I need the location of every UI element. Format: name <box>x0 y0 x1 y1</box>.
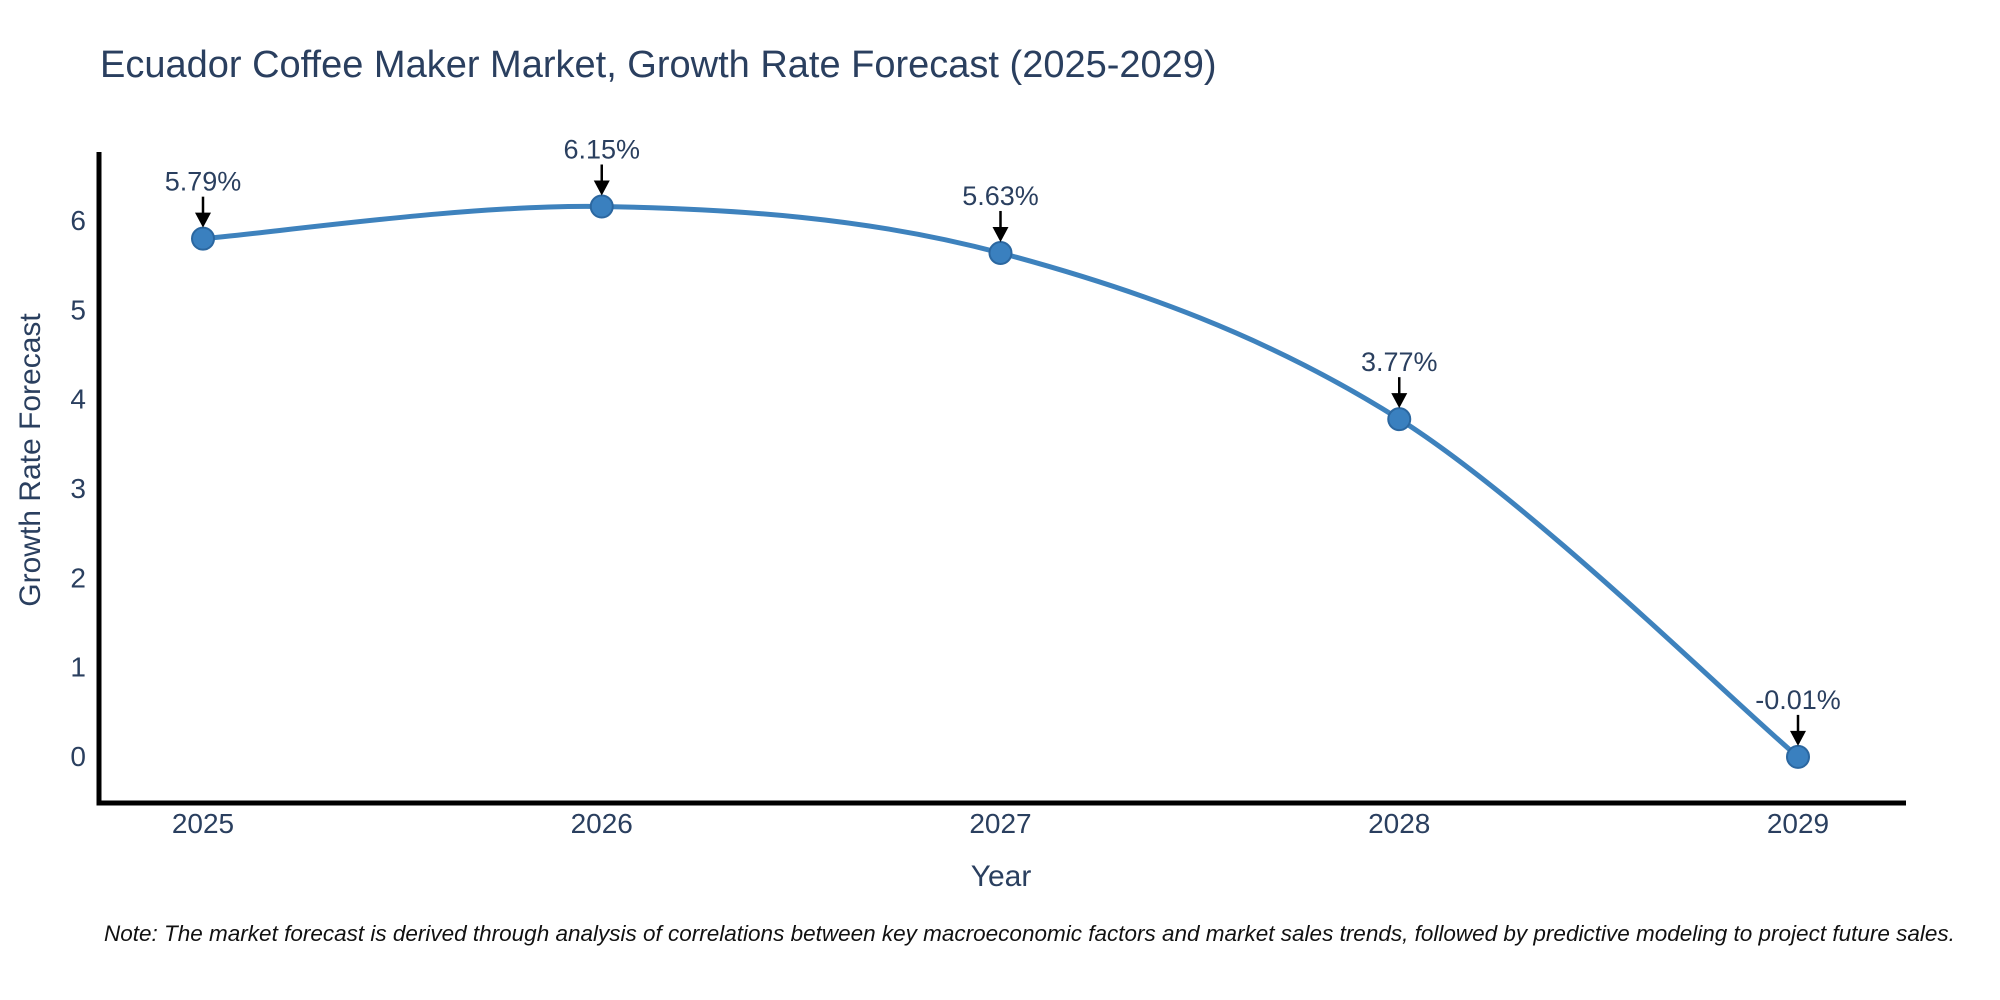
annotation-arrowhead <box>1790 730 1806 746</box>
y-tick-label: 5 <box>70 294 86 325</box>
annotation-arrowhead <box>195 212 211 228</box>
y-tick-label: 0 <box>70 741 86 772</box>
x-tick-label: 2029 <box>1767 808 1829 839</box>
annotation-arrowhead <box>593 180 610 196</box>
annotation-label: -0.01% <box>1755 685 1841 715</box>
x-tick-label: 2026 <box>571 808 633 839</box>
x-tick-label: 2025 <box>172 808 234 839</box>
chart-title: Ecuador Coffee Maker Market, Growth Rate… <box>100 44 1217 86</box>
annotation-label: 6.15% <box>563 134 640 164</box>
y-tick-label: 6 <box>70 205 86 236</box>
y-tick-label: 3 <box>70 473 86 504</box>
y-tick-label: 1 <box>70 652 86 683</box>
data-line <box>202 203 1800 759</box>
annotation-label: 3.77% <box>1361 347 1438 377</box>
data-point-2028[interactable] <box>1387 407 1412 432</box>
annotation-arrowhead <box>992 226 1009 242</box>
y-axis-title: Growth Rate Forecast <box>14 313 47 607</box>
data-point-2027[interactable] <box>988 240 1013 265</box>
data-point-2026[interactable] <box>589 194 614 219</box>
footnote: Note: The market forecast is derived thr… <box>104 921 1955 946</box>
annotation-label: 5.79% <box>165 167 242 197</box>
x-tick-label: 2028 <box>1368 808 1430 839</box>
y-tick-label: 4 <box>70 384 86 415</box>
y-tick-label: 2 <box>70 562 86 593</box>
data-point-2025[interactable] <box>191 226 215 251</box>
x-tick-label: 2027 <box>969 808 1031 839</box>
x-axis-title: Year <box>971 860 1032 893</box>
annotation-arrowhead <box>1391 393 1408 409</box>
annotation-label: 5.63% <box>962 181 1039 211</box>
data-point-2029[interactable] <box>1786 744 1810 769</box>
